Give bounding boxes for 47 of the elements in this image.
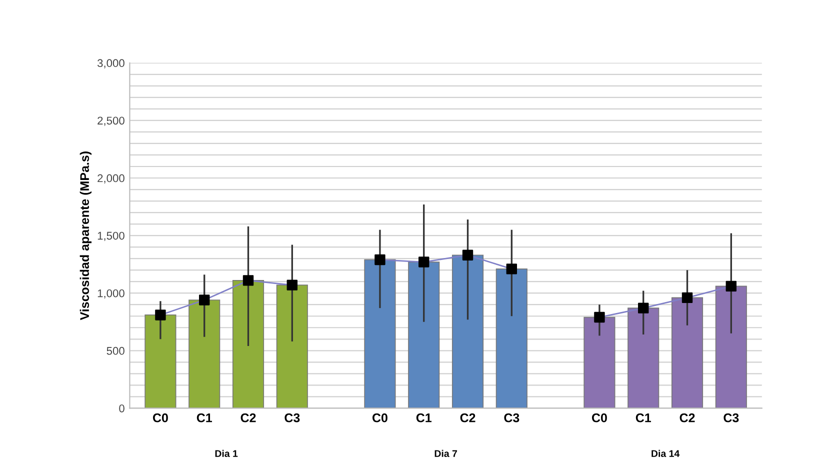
x-tick-label: C1 [196,413,212,422]
point [726,280,737,292]
x-tick-label: C0 [372,413,388,422]
y-tick-label: 2,000 [98,174,124,184]
bar [671,297,704,408]
bar [364,259,396,408]
y-axis-title: Viscosidad aparente (MPa.s) [80,152,92,320]
y-tick-label: 2,500 [98,116,124,126]
y-tick-label: 500 [106,346,124,355]
x-tick-label: C0 [152,413,168,422]
point [506,264,518,274]
bar [496,268,528,408]
x-tick-label: C2 [460,413,476,422]
point [286,280,298,290]
bar [452,254,484,408]
bar [408,262,440,408]
point [155,310,166,320]
bar [276,284,308,408]
y-tick-label: 0 [119,404,124,412]
x-tick-label: C3 [504,413,520,422]
bar [188,300,220,408]
x-tick-label: C1 [636,413,651,422]
point [682,292,693,304]
bar [715,286,747,408]
x-tick-label: C3 [284,413,300,422]
point [638,302,649,314]
x-tick-label: C3 [724,413,739,422]
x-tick-label: C2 [240,413,256,422]
point [418,256,430,268]
bar [232,280,264,408]
point [594,312,605,323]
text: Dia 1 [215,450,238,458]
point [462,250,474,260]
point [374,254,386,266]
point [242,275,254,286]
text: Dia 7 [434,450,457,458]
x-tick-label: C1 [416,413,432,422]
x-tick-label: C2 [680,413,695,422]
y-tick-label: 1,000 [98,289,124,299]
bar [584,316,616,408]
text: Dia 14 [652,450,680,458]
bar [144,314,176,408]
point [198,294,210,306]
x-tick-label: C0 [592,413,607,422]
y-tick-label: 3,000 [97,59,124,68]
bar [628,308,660,408]
y-tick-label: 1,500 [98,232,124,241]
